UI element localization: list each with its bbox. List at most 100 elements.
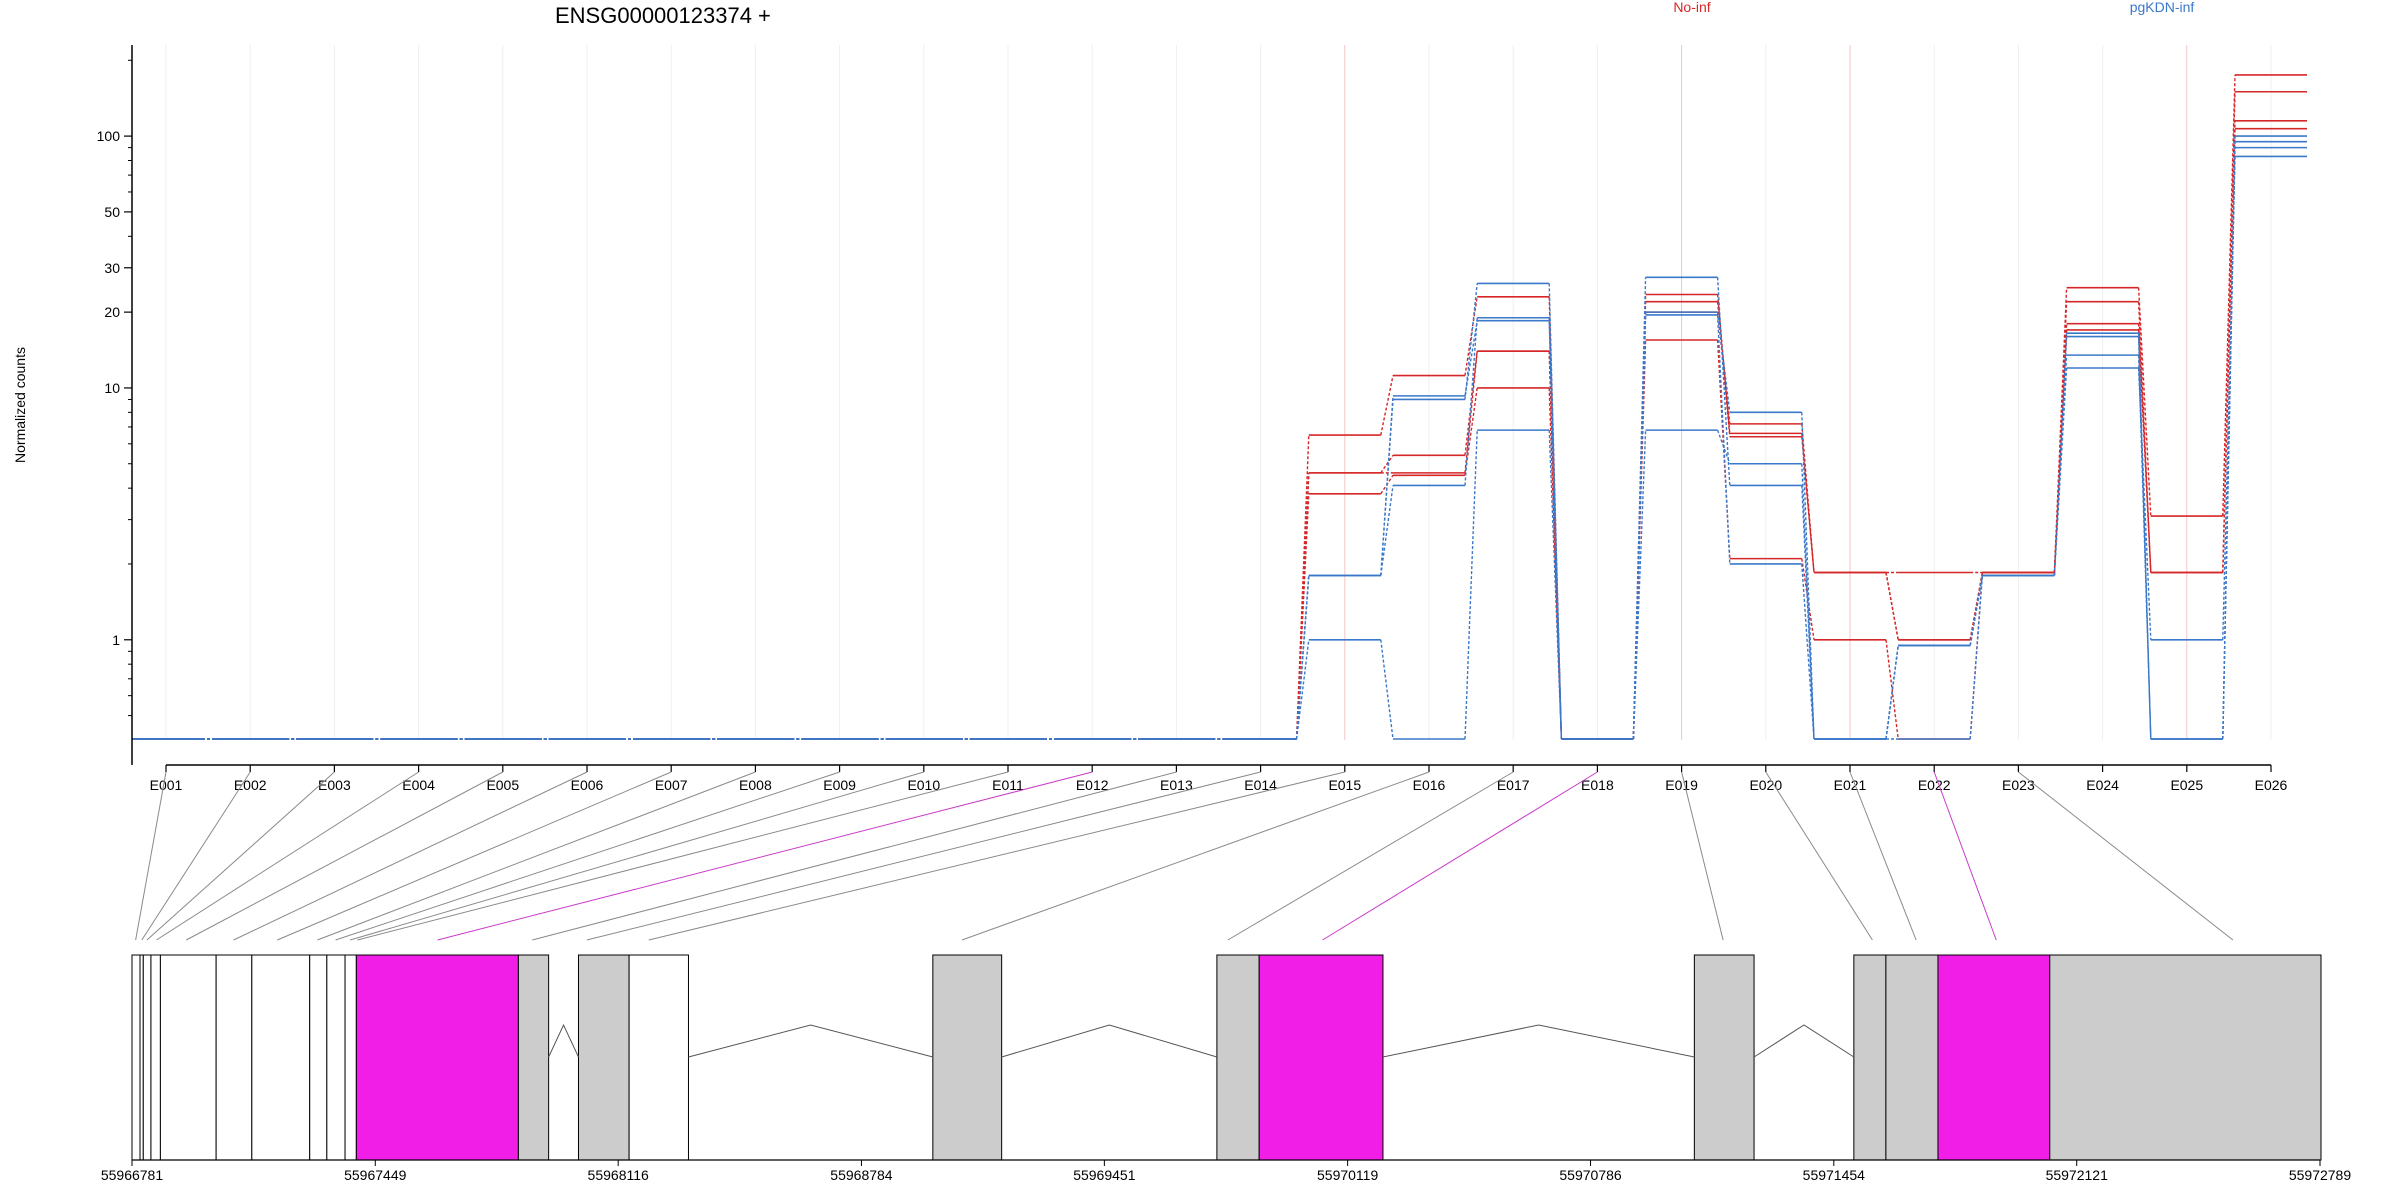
y-tick-label: 50 [104, 204, 120, 220]
exon-map-line-e020 [1765, 771, 1873, 941]
x-tick-label-e017: E017 [1497, 777, 1530, 793]
gene-intron [548, 1023, 579, 1058]
y-axis-label: Normalized counts [12, 347, 28, 463]
exon-map-line-e005 [186, 771, 504, 941]
x-tick-label-e016: E016 [1413, 777, 1446, 793]
grid-lines [165, 45, 2272, 740]
series-connector [1885, 645, 1899, 740]
gene-intron [688, 1024, 933, 1058]
gene-exon-e016 [1216, 954, 1260, 1161]
axes: 1 10 20 30 50 100 E001 E002 E003 E004 E005 E006 E007… [97, 45, 2288, 793]
exon-map-line-e015 [648, 771, 1345, 941]
gene-exon-e021 [1937, 954, 2051, 1161]
exon-map-line-e010 [350, 771, 924, 941]
x-tick-label-e018: E018 [1581, 777, 1614, 793]
x-tick-label-e023: E023 [2002, 777, 2035, 793]
series-connector [1969, 575, 1984, 740]
series-connector [1632, 314, 1647, 740]
gene-exon-e013 [577, 954, 630, 1161]
series-connector [2053, 333, 2068, 576]
series-connector [1969, 572, 1984, 640]
series-connector [2222, 147, 2236, 740]
gene-exon-e005 [159, 954, 217, 1161]
gene-exon-e011 [355, 954, 519, 1161]
x-tick-label-e020: E020 [1749, 777, 1782, 793]
gene-exon-e003 [142, 954, 152, 1161]
series-6-pgkdn-inf [132, 140, 2307, 740]
chart-title: ENSG00000123374 + [555, 3, 771, 28]
gene-exon-e008 [309, 954, 328, 1161]
series-connector [1716, 294, 1731, 434]
x-tick-label-e007: E007 [655, 777, 688, 793]
x-tick-label-e012: E012 [1076, 777, 1109, 793]
series-connector [1885, 572, 1899, 640]
gene-exon-e020 [1885, 954, 1939, 1161]
exon-map-line-e011 [357, 771, 1009, 941]
x-tick-label-e009: E009 [823, 777, 856, 793]
series-connector [1969, 575, 1984, 646]
series-connector [1295, 575, 1310, 740]
exon-map-line-e014 [586, 771, 1261, 941]
x-tick-label-e021: E021 [1834, 777, 1867, 793]
series-connector [1464, 283, 1478, 400]
series-connector [1464, 317, 1478, 486]
series-2-no-inf [132, 120, 2307, 740]
exon-map-line-e013 [532, 771, 1177, 941]
series-connector [1801, 412, 1815, 740]
gene-exon-e012 [517, 954, 550, 1161]
exon-map-line-e023 [2018, 771, 2234, 941]
x-tick-label-e019: E019 [1665, 777, 1698, 793]
series-4-pgkdn-inf [132, 155, 2307, 740]
exon-map-line-e017 [1227, 771, 1514, 941]
series-connector [1464, 296, 1478, 376]
series-connector [1380, 454, 1394, 474]
x-tick-label-e013: E013 [1160, 777, 1193, 793]
exon-map-line-e001 [135, 771, 167, 941]
x-tick-label-e014: E014 [1244, 777, 1277, 793]
x-tick-label-e008: E008 [739, 777, 772, 793]
y-tick-label: 20 [104, 304, 120, 320]
gene-exon-e001 [131, 954, 141, 1161]
series-5-pgkdn-inf [132, 135, 2307, 740]
series-connector [2222, 128, 2236, 573]
gene-exon-e018 [1693, 954, 1755, 1161]
exon-map-line-e007 [277, 771, 672, 941]
gene-exon-e009 [326, 954, 346, 1161]
series-1-no-inf [132, 90, 2307, 740]
x-tick-label-e003: E003 [318, 777, 351, 793]
series-connector [1380, 395, 1394, 576]
gene-model: 55966781 55967449 55968116 55968784 55969451… [101, 954, 2351, 1183]
y-tick-label: 1 [112, 632, 120, 648]
y-tick-label: 30 [104, 260, 120, 276]
series-connector [1380, 485, 1394, 576]
series-connector [2137, 329, 2152, 573]
series-connector [1295, 639, 1310, 740]
series-0-no-inf [132, 74, 2307, 740]
series-lines [132, 74, 2307, 740]
series-connector [1380, 375, 1394, 436]
gene-coordinate-label: 55970786 [1559, 1167, 1622, 1183]
gene-exon-e010 [344, 954, 357, 1161]
legend-pgkdn-inf: pgKDN-inf [2130, 0, 2195, 15]
gene-coordinate-label: 55966781 [101, 1167, 164, 1183]
exon-map-line-e009 [335, 771, 840, 941]
gene-coordinate-label: 55972121 [2046, 1167, 2109, 1183]
gene-exon-e014 [628, 954, 689, 1161]
x-tick-label-e024: E024 [2086, 777, 2119, 793]
exon-map-line-e004 [156, 771, 419, 941]
gene-intron [1001, 1024, 1218, 1058]
series-connector [1801, 485, 1815, 740]
series-connector [1716, 314, 1731, 565]
series-connector [1885, 639, 1899, 740]
series-connector [2222, 74, 2236, 517]
exon-map-line-e018 [1322, 771, 1598, 941]
exon-map-connectors [135, 771, 2234, 941]
gene-coordinate-label: 55970119 [1317, 1167, 1378, 1183]
x-tick-label-e015: E015 [1328, 777, 1361, 793]
exon-map-line-e016 [961, 771, 1430, 941]
gene-coordinate-label: 55971454 [1803, 1167, 1866, 1183]
series-connector [1295, 472, 1310, 740]
exon-map-line-e021 [1849, 771, 1917, 941]
gene-exon-e022 [2049, 954, 2322, 1161]
